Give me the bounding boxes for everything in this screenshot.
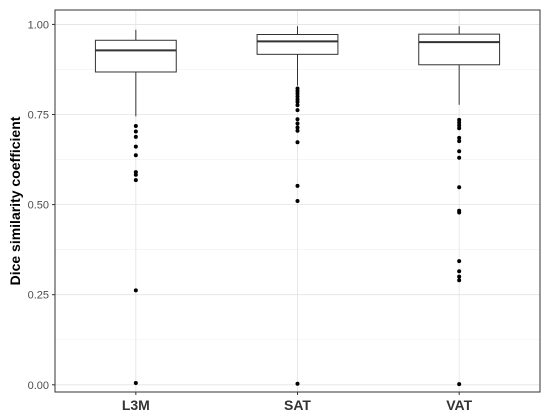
outlier-point (457, 382, 462, 387)
outlier-point (295, 91, 300, 96)
outlier-point (457, 278, 462, 283)
outlier-point (457, 210, 462, 215)
outlier-point (457, 123, 462, 128)
outlier-point (457, 120, 462, 125)
outlier-point (295, 183, 300, 188)
y-tick-label: 0.75 (28, 110, 49, 122)
outlier-point (457, 259, 462, 264)
interquartile-box (94, 39, 177, 73)
box-l3m (94, 29, 177, 385)
outlier-point (457, 274, 462, 279)
outlier-point (457, 135, 462, 140)
outlier-point (295, 125, 300, 130)
outlier-point (133, 172, 138, 177)
x-tick-label-l3m: L3M (122, 397, 150, 413)
outlier-point (295, 94, 300, 99)
y-axis-title: Dice similarity coefficient (7, 116, 23, 285)
outlier-point (133, 153, 138, 158)
outlier-point (133, 129, 138, 134)
outlier-point (295, 121, 300, 126)
y-tick-label: 0.25 (28, 290, 49, 302)
outlier-point (295, 140, 300, 145)
outlier-point (295, 103, 300, 108)
interquartile-box (256, 34, 339, 55)
outlier-point (133, 144, 138, 149)
outlier-point (295, 381, 300, 386)
box-sat (256, 26, 339, 386)
y-tick-label: 0.50 (28, 200, 49, 212)
outlier-point (133, 134, 138, 139)
outlier-point (457, 185, 462, 190)
outlier-point (295, 128, 300, 133)
x-tick-label-vat: VAT (446, 397, 472, 413)
outlier-point (295, 99, 300, 104)
outlier-point (457, 269, 462, 274)
x-tick-label-sat: SAT (284, 397, 311, 413)
outlier-point (133, 380, 138, 385)
outlier-point (295, 117, 300, 122)
y-tick-label: 0.00 (28, 380, 49, 392)
outlier-point (133, 124, 138, 129)
axes: 0.00 0.25 0.50 0.75 1.00 L3M SAT VAT (28, 19, 473, 413)
outlier-point (133, 178, 138, 183)
outlier-point (295, 199, 300, 203)
outlier-point (457, 155, 462, 160)
box-vat (418, 26, 501, 387)
outlier-point (133, 288, 138, 293)
outlier-point (457, 126, 462, 131)
boxes (94, 26, 501, 387)
y-tick-label: 1.00 (28, 19, 49, 31)
interquartile-box (418, 33, 501, 66)
outlier-point (295, 108, 300, 113)
outlier-point (457, 149, 462, 154)
outlier-point (457, 139, 462, 144)
